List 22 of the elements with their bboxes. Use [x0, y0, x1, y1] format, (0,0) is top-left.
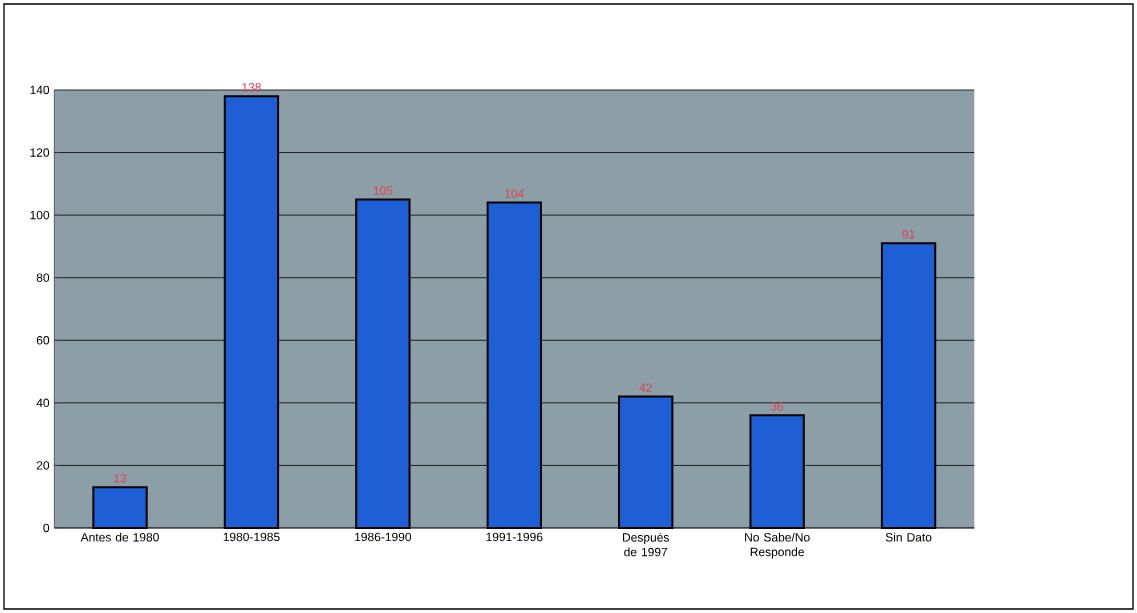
data-label: 105 — [373, 186, 393, 195]
data-label: 13 — [114, 474, 127, 483]
x-tick-label: 1991-1996 — [486, 532, 543, 542]
y-tick-label: 20 — [36, 461, 50, 470]
x-tick-label: Sin Dato — [885, 532, 932, 542]
y-tick-label: 0 — [43, 523, 50, 533]
x-tick-label: 1980-1985 — [223, 532, 280, 542]
data-label: 91 — [902, 230, 915, 239]
x-tick-label: No Sabe/No Responde — [745, 532, 810, 559]
y-tick-label: 80 — [36, 273, 50, 282]
data-label: 138 — [242, 83, 261, 92]
y-tick-label: 100 — [30, 210, 50, 220]
data-label: 42 — [639, 383, 652, 392]
data-label: 36 — [770, 402, 784, 411]
x-tick-label: 1986-1990 — [355, 532, 412, 542]
y-tick-label: 60 — [36, 336, 50, 345]
y-tick-label: 40 — [36, 398, 50, 408]
data-label: 104 — [505, 189, 524, 198]
x-tick-label: Después de 1997 — [623, 532, 669, 557]
y-tick-label: 140 — [30, 85, 50, 95]
x-tick-label: Antes de 1980 — [80, 532, 159, 542]
y-tick-label: 120 — [30, 148, 50, 157]
